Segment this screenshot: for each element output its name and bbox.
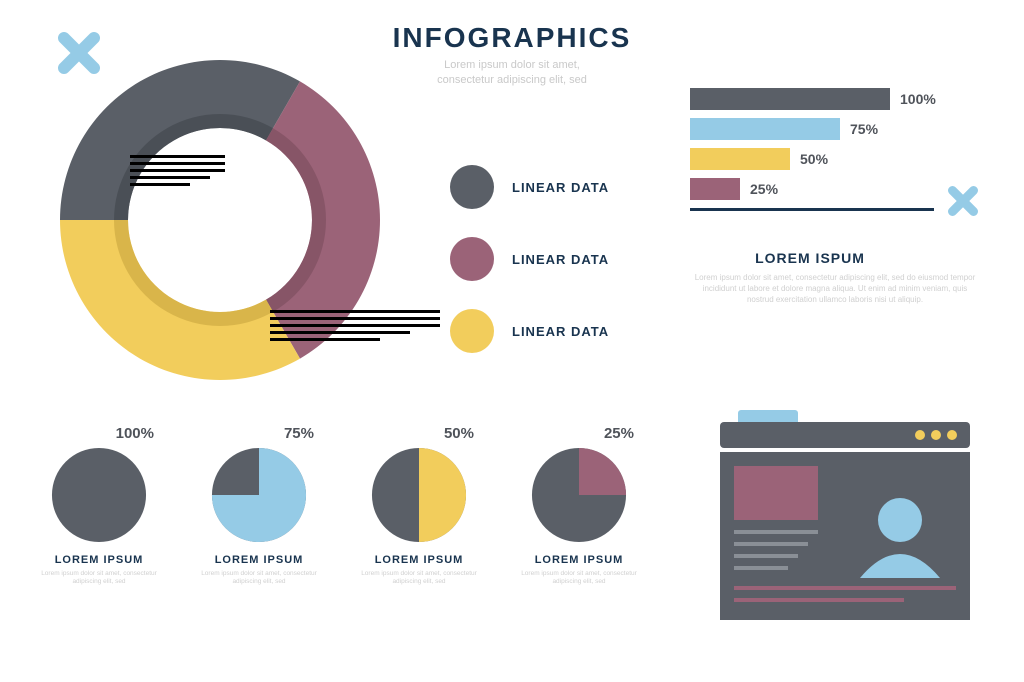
browser-illustration — [720, 410, 970, 630]
bar — [690, 178, 740, 200]
bar-label: 100% — [900, 91, 936, 107]
mini-pie-pct: 75% — [200, 425, 318, 442]
mini-pie-title: LOREM IPSUM — [215, 554, 304, 566]
bar — [690, 118, 840, 140]
legend-swatch — [450, 165, 494, 209]
bar-chart: 100% 75% 50% 25% — [690, 88, 980, 211]
page-subtitle: Lorem ipsum dolor sit amet, consectetur … — [437, 58, 587, 89]
textbar-decoration — [270, 310, 440, 345]
mini-pie-title: LOREM IPSUM — [375, 554, 464, 566]
page-title: INFOGRAPHICS — [393, 22, 632, 54]
bar-row: 25% — [690, 178, 980, 200]
legend-swatch — [450, 237, 494, 281]
bar-label: 50% — [800, 151, 828, 167]
bar-row: 75% — [690, 118, 980, 140]
bar — [690, 88, 890, 110]
mini-pie-desc: Lorem ipsum dolor sit amet, consectetur … — [200, 570, 318, 587]
mini-pie: 75% LOREM IPSUM Lorem ipsum dolor sit amet… — [200, 425, 318, 587]
legend-label: LINEAR DATA — [512, 324, 609, 339]
bar-label: 75% — [850, 121, 878, 137]
mini-pie-pct: 25% — [520, 425, 638, 442]
mini-pie-pct: 100% — [40, 425, 158, 442]
legend-label: LINEAR DATA — [512, 180, 609, 195]
mini-pie-desc: Lorem ipsum dolor sit amet, consectetur … — [40, 570, 158, 587]
mini-pie-pct: 50% — [360, 425, 478, 442]
legend-label: LINEAR DATA — [512, 252, 609, 267]
mini-pie-title: LOREM IPSUM — [55, 554, 144, 566]
mini-pie: 25% LOREM IPSUM Lorem ipsum dolor sit amet… — [520, 425, 638, 587]
mini-pie-desc: Lorem ipsum dolor sit amet, consectetur … — [360, 570, 478, 587]
bar-label: 25% — [750, 181, 778, 197]
mini-pie: 50% LOREM IPSUM Lorem ipsum dolor sit amet… — [360, 425, 478, 587]
donut-legend: LINEAR DATA LINEAR DATA LINEAR DATA — [450, 165, 609, 353]
mini-pie-desc: Lorem ipsum dolor sit amet, consectetur … — [520, 570, 638, 587]
legend-item: LINEAR DATA — [450, 165, 609, 209]
legend-item: LINEAR DATA — [450, 309, 609, 353]
bar — [690, 148, 790, 170]
mini-pie-title: LOREM IPSUM — [535, 554, 624, 566]
bar-baseline — [690, 208, 934, 211]
legend-item: LINEAR DATA — [450, 237, 609, 281]
bar-chart-desc: Lorem ipsum dolor sit amet, consectetur … — [690, 272, 980, 306]
textbar-decoration — [130, 155, 225, 190]
bar-chart-title: LOREM ISPUM — [690, 250, 930, 266]
bar-row: 50% — [690, 148, 980, 170]
bar-row: 100% — [690, 88, 980, 110]
mini-pie-row: 100% LOREM IPSUM Lorem ipsum dolor sit ame… — [40, 425, 638, 587]
mini-pie: 100% LOREM IPSUM Lorem ipsum dolor sit ame… — [40, 425, 158, 587]
legend-swatch — [450, 309, 494, 353]
